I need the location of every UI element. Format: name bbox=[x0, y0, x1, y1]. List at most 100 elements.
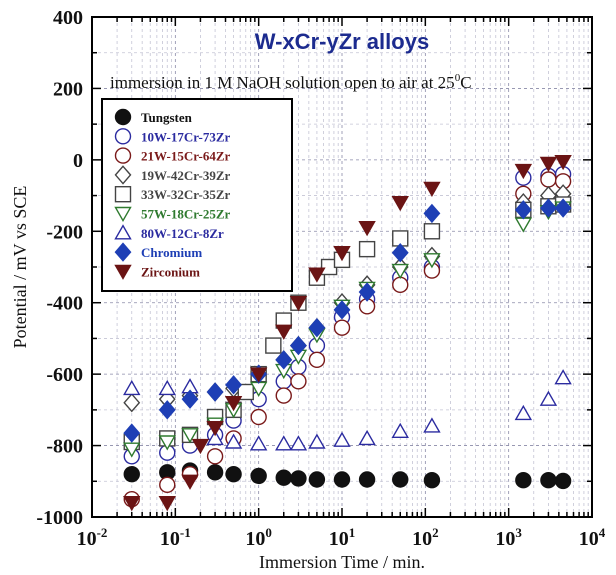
legend-marker bbox=[114, 108, 132, 126]
data-point bbox=[158, 496, 176, 512]
legend-item: 10W-17Cr-73Zr bbox=[114, 128, 231, 145]
data-point bbox=[391, 422, 409, 438]
data-point bbox=[250, 408, 267, 426]
data-point bbox=[237, 383, 254, 401]
data-point bbox=[308, 351, 326, 369]
data-point bbox=[123, 442, 141, 458]
legend-label: Chromium bbox=[141, 245, 202, 260]
x-tick-label-base: 10 bbox=[495, 528, 515, 550]
x-tick-label-exponent: 1 bbox=[349, 525, 356, 540]
data-point bbox=[206, 429, 224, 446]
x-tick-label-exponent: 3 bbox=[515, 525, 522, 540]
data-point bbox=[224, 433, 243, 449]
x-tick-label: 101 bbox=[329, 525, 356, 550]
x-tick-label-exponent: -1 bbox=[180, 525, 191, 540]
legend-item: Chromium bbox=[114, 242, 202, 262]
legend-item: 33W-32Cr-35Zr bbox=[114, 185, 231, 203]
data-point bbox=[554, 472, 572, 490]
legend-marker bbox=[114, 185, 132, 203]
data-point bbox=[275, 469, 292, 486]
data-point bbox=[391, 243, 409, 263]
data-point bbox=[275, 324, 293, 340]
x-axis-label: Immersion Time / min. bbox=[259, 552, 425, 572]
data-point bbox=[423, 417, 441, 433]
data-point bbox=[191, 438, 210, 455]
data-point bbox=[158, 435, 176, 451]
legend-marker bbox=[114, 264, 132, 280]
legend: Tungsten 10W-17Cr-73Zr 21W-15Cr-64Zr 19W-42… bbox=[101, 98, 293, 292]
legend-label: Tungsten bbox=[141, 110, 193, 125]
data-point bbox=[275, 435, 293, 451]
data-point bbox=[358, 282, 376, 302]
data-point bbox=[158, 400, 176, 420]
data-point bbox=[206, 382, 224, 402]
data-point bbox=[554, 154, 572, 171]
data-point bbox=[554, 198, 572, 218]
x-tick-label: 104 bbox=[579, 525, 606, 550]
subtitle-end: C bbox=[460, 73, 471, 92]
legend-label: 33W-32Cr-35Zr bbox=[141, 187, 231, 202]
data-point bbox=[290, 470, 307, 487]
subtitle-main: immersion in 1 M NaOH solution open to a… bbox=[110, 73, 455, 92]
x-tick-label-base: 10 bbox=[77, 528, 97, 550]
legend-label: 21W-15Cr-64Zr bbox=[141, 149, 231, 164]
x-tick-label-base: 10 bbox=[245, 528, 265, 550]
x-tick-label-base: 10 bbox=[579, 528, 599, 550]
data-point bbox=[333, 471, 351, 488]
legend-marker bbox=[114, 224, 132, 240]
ticks bbox=[91, 16, 593, 518]
data-point bbox=[333, 431, 351, 447]
legend-item: 21W-15Cr-64Zr bbox=[114, 147, 231, 164]
legend-item: 19W-42Cr-39Zr bbox=[114, 165, 231, 185]
legend-marker bbox=[114, 165, 132, 185]
data-point bbox=[249, 367, 268, 383]
data-point bbox=[333, 246, 351, 262]
data-point bbox=[391, 263, 409, 280]
x-tick-label: 10-2 bbox=[77, 525, 108, 550]
data-point bbox=[540, 472, 557, 489]
x-tick-label-base: 10 bbox=[160, 528, 180, 550]
x-tick-label: 103 bbox=[495, 525, 522, 550]
data-point bbox=[206, 464, 224, 481]
legend-label: 10W-17Cr-73Zr bbox=[141, 129, 231, 144]
y-tick-label: 400 bbox=[53, 7, 83, 29]
y-axis-label: Potential / mV vs SCE bbox=[10, 186, 30, 349]
data-point bbox=[181, 428, 199, 444]
y-tick-labels: 400 200 0 -200 -400 -600 -800 -1000 bbox=[36, 7, 83, 529]
data-point bbox=[225, 465, 242, 483]
data-point bbox=[358, 240, 376, 258]
data-point bbox=[123, 379, 141, 396]
data-point bbox=[289, 296, 308, 312]
legend-marker bbox=[114, 147, 132, 164]
legend-marker bbox=[114, 206, 132, 223]
data-point bbox=[206, 448, 224, 465]
x-tick-label-exponent: 2 bbox=[432, 525, 439, 540]
legend-marker bbox=[114, 128, 132, 145]
data-point bbox=[265, 337, 282, 354]
y-tick-label: 200 bbox=[53, 78, 83, 100]
data-point bbox=[308, 433, 326, 449]
x-tick-label-exponent: 4 bbox=[599, 525, 606, 540]
data-point bbox=[206, 421, 224, 437]
x-tick-label-exponent: 0 bbox=[265, 525, 272, 540]
x-tick-label: 102 bbox=[412, 525, 439, 550]
data-point bbox=[539, 156, 558, 172]
series-7 bbox=[123, 198, 572, 443]
data-point bbox=[358, 471, 376, 488]
data-point bbox=[123, 393, 141, 413]
data-point bbox=[123, 465, 140, 483]
data-point bbox=[289, 335, 307, 356]
data-point bbox=[308, 318, 326, 338]
y-tick-label: -600 bbox=[46, 364, 83, 386]
x-tick-labels: 10-2 10-1 100 101 102 103 104 bbox=[77, 525, 606, 550]
series-8 bbox=[123, 154, 572, 512]
data-point bbox=[358, 221, 376, 237]
data-point bbox=[289, 435, 308, 451]
data-point bbox=[290, 373, 307, 390]
data-point bbox=[333, 300, 351, 320]
x-tick-label: 100 bbox=[245, 525, 272, 550]
data-point bbox=[539, 390, 558, 406]
data-point bbox=[423, 253, 441, 269]
legend-box bbox=[101, 98, 293, 292]
